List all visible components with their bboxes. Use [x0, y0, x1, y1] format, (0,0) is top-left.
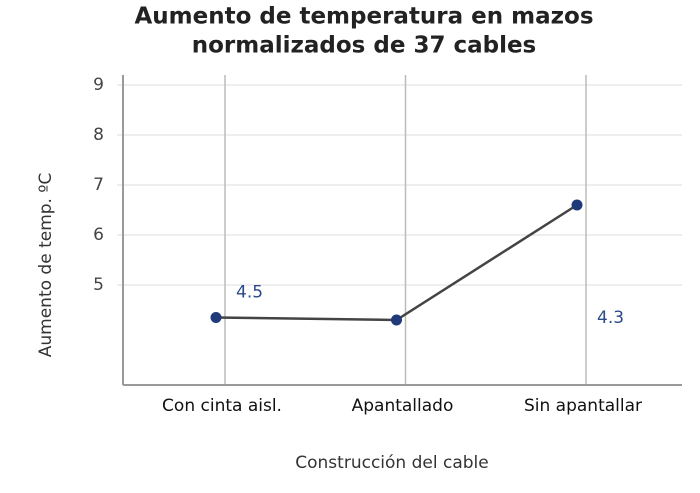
- annotation: 4.5: [236, 283, 263, 303]
- x-tick-label: Sin apantallar: [524, 396, 642, 416]
- annotation: 4.3: [597, 308, 624, 328]
- point: [210, 312, 222, 323]
- chart-title: normalizados de 37 cables: [192, 33, 537, 59]
- line: [215, 203, 578, 322]
- y-tick-label: 5: [93, 275, 104, 295]
- y-tick-label: 6: [93, 225, 104, 245]
- y-tick-label: 8: [93, 125, 104, 145]
- x-tick-label: Apantallado: [352, 396, 454, 416]
- point: [391, 314, 402, 326]
- y-axis-label: Aumento de temp. ºC: [36, 173, 56, 358]
- point: [571, 199, 583, 211]
- y-tick-label: 9: [93, 75, 104, 95]
- chart-title: Aumento de temperatura en mazos: [134, 4, 593, 30]
- y-tick-label: 7: [93, 175, 104, 195]
- x-axis-label: Construcción del cable: [295, 453, 488, 473]
- x-tick-label: Con cinta aisl.: [162, 396, 282, 416]
